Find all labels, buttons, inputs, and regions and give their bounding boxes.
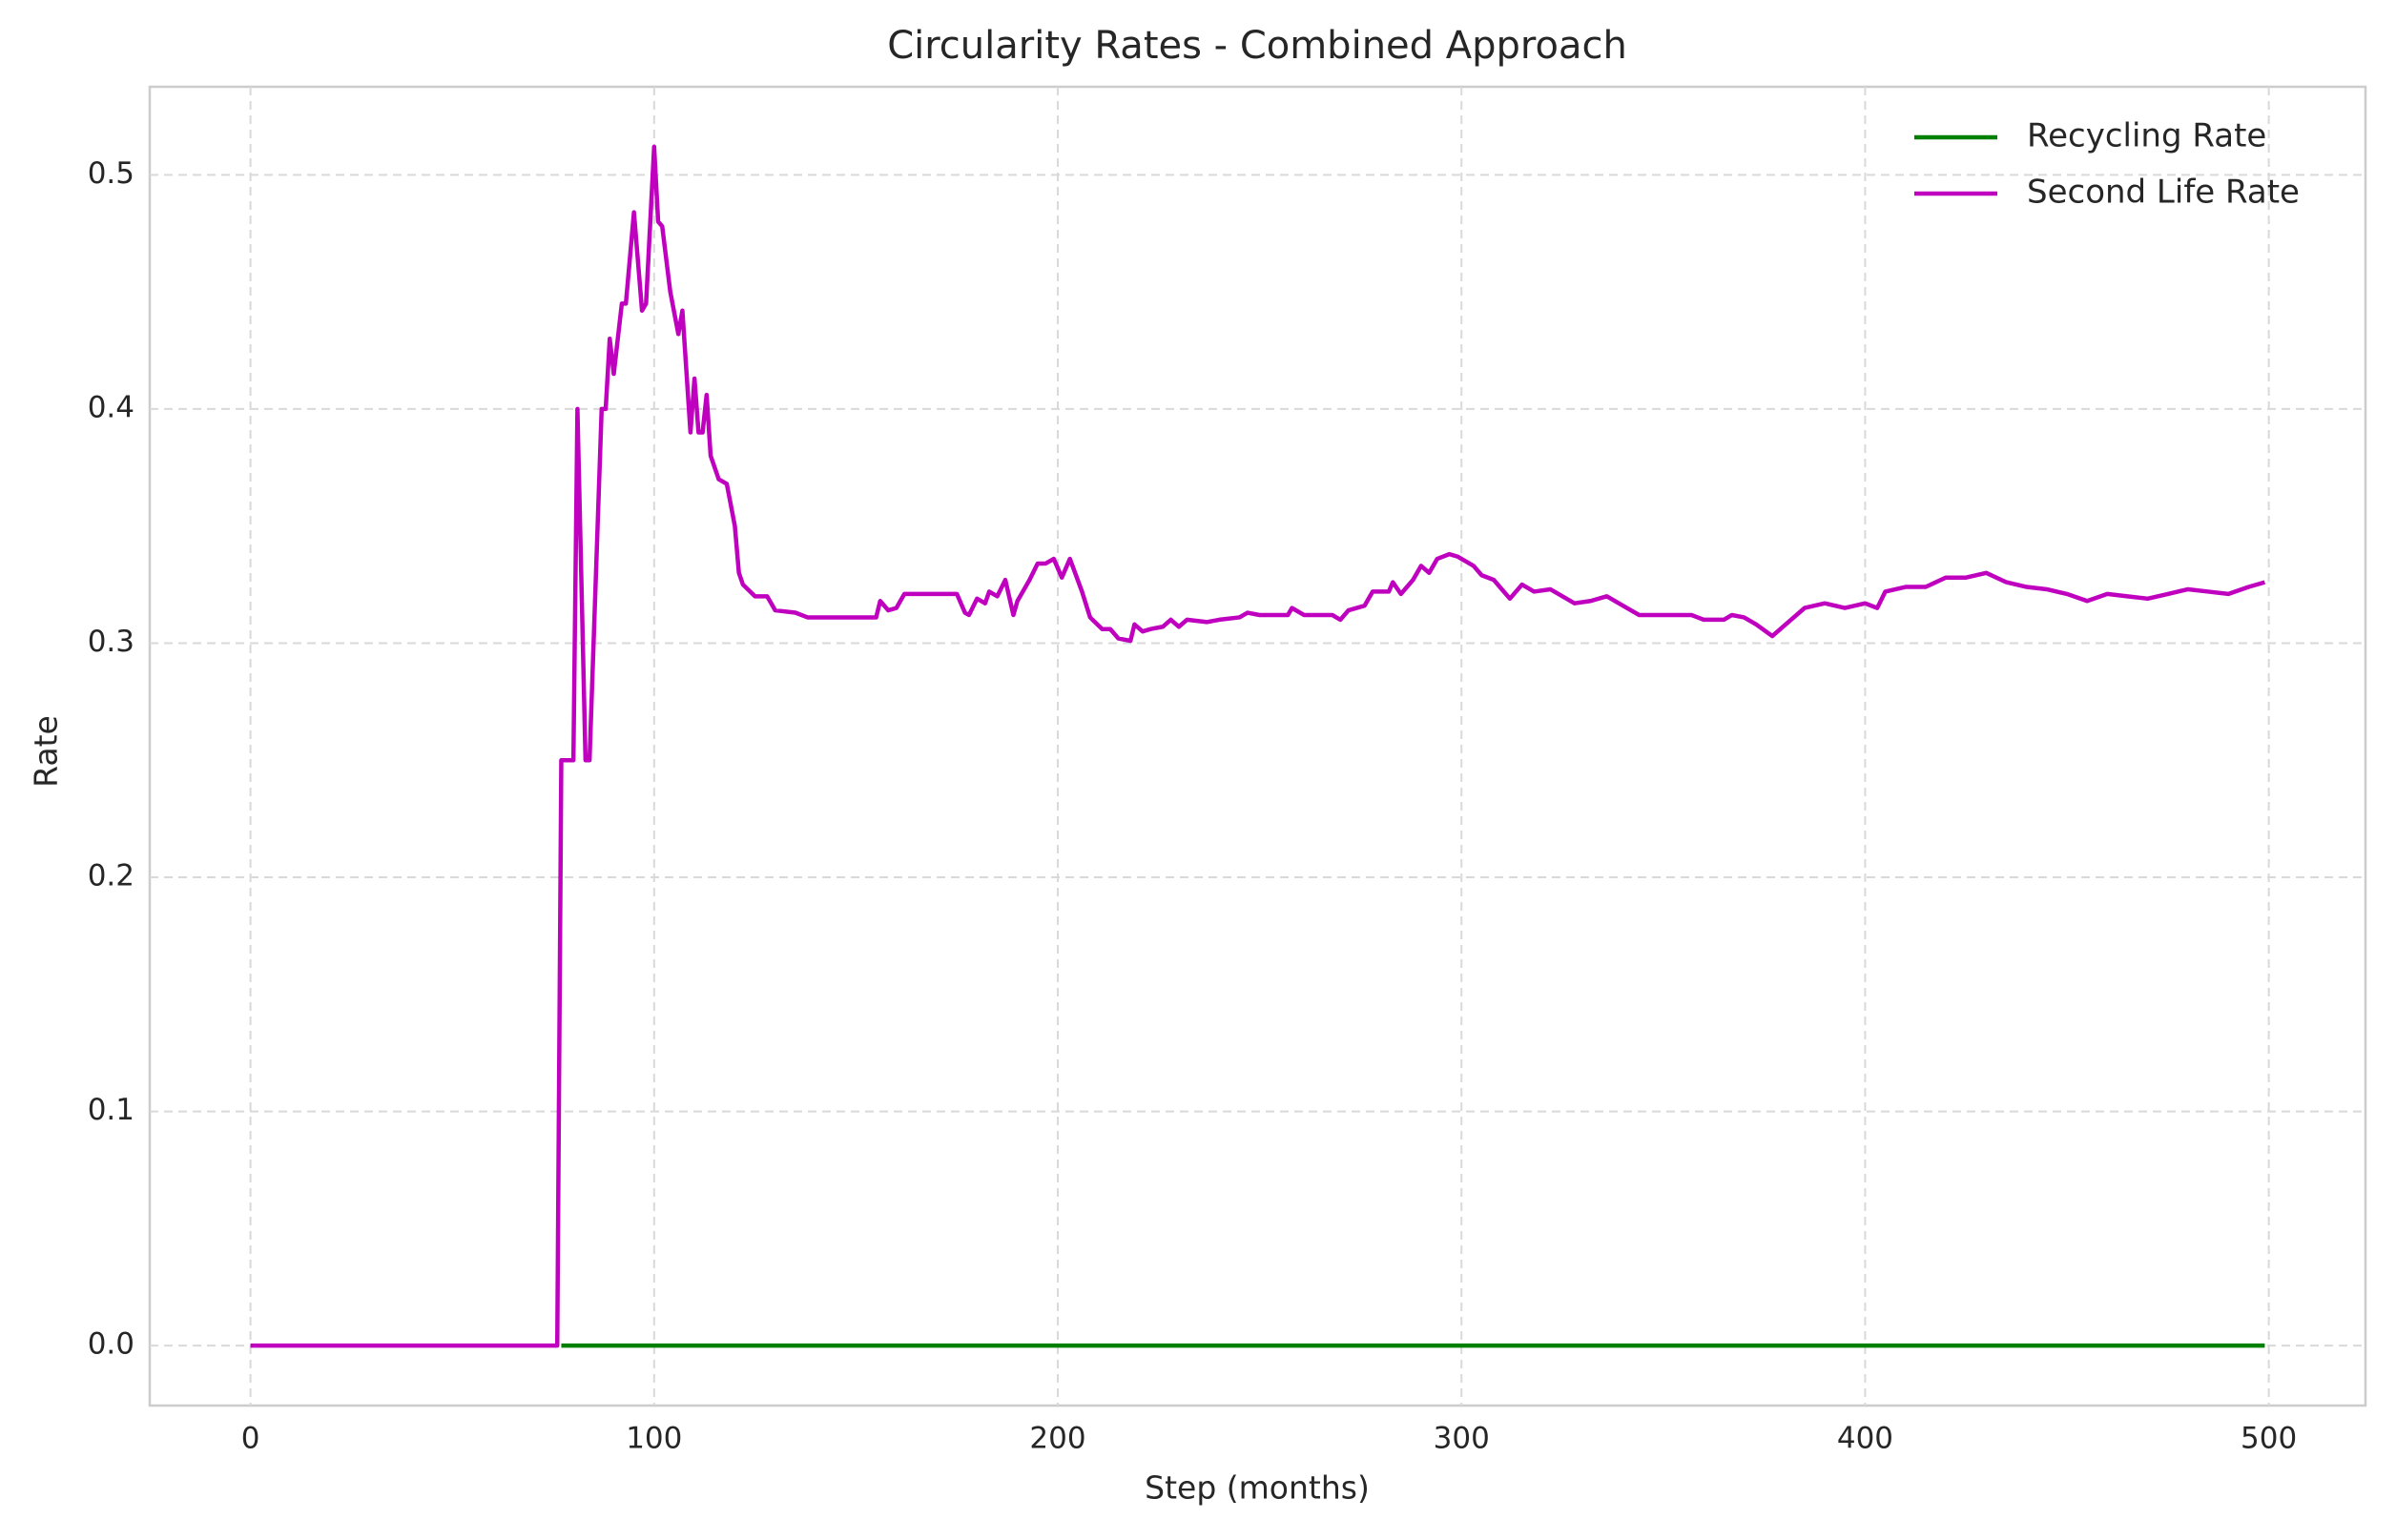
x-tick-label: 0 [241,1422,260,1456]
legend-label: Recycling Rate [2027,117,2266,155]
y-tick-label: 0.1 [88,1093,134,1127]
x-tick-label: 100 [626,1422,682,1456]
y-tick-label: 0.3 [88,625,134,659]
chart-title: Circularity Rates - Combined Approach [887,24,1627,68]
y-tick-label: 0.0 [88,1327,134,1362]
y-tick-label: 0.5 [88,156,134,191]
x-tick-label: 300 [1434,1422,1490,1456]
plot-frame [148,85,2367,1407]
x-tick-label: 200 [1029,1422,1085,1456]
y-tick-label: 0.4 [88,390,134,424]
x-axis-label: Step (months) [1145,1469,1370,1507]
series-line [250,144,2266,1348]
x-tick-label: 500 [2241,1422,2297,1456]
legend-label: Second Life Rate [2027,174,2300,212]
y-axis-label: Rate [28,715,65,788]
y-tick-label: 0.2 [88,859,134,893]
x-tick-label: 400 [1837,1422,1893,1456]
